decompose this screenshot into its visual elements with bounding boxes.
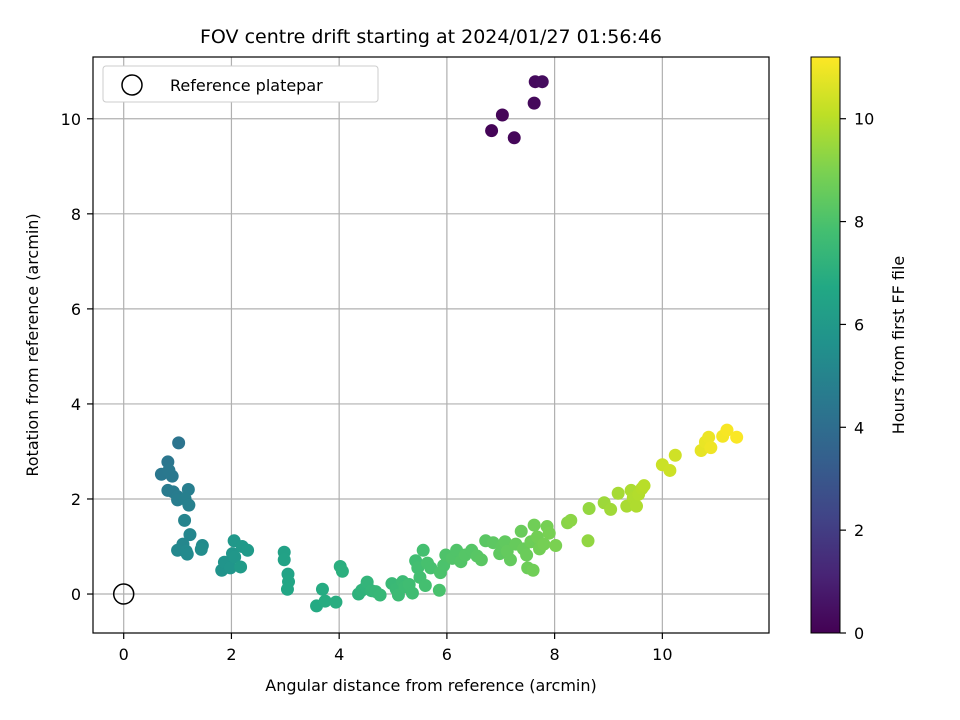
colorbar-tick-label: 6 xyxy=(854,315,864,334)
y-tick-label: 2 xyxy=(71,490,81,509)
data-point xyxy=(183,528,197,542)
data-point xyxy=(432,583,446,597)
data-point xyxy=(194,542,208,556)
data-point xyxy=(514,524,528,538)
data-point xyxy=(241,543,255,557)
y-tick-label: 0 xyxy=(71,585,81,604)
colorbar-label: Hours from first FF file xyxy=(889,256,908,435)
data-point xyxy=(564,513,578,527)
x-tick-label: 8 xyxy=(550,645,560,664)
x-tick-label: 4 xyxy=(334,645,344,664)
data-point xyxy=(277,553,291,567)
x-tick-label: 0 xyxy=(119,645,129,664)
y-tick-label: 4 xyxy=(71,395,81,414)
chart-title: FOV centre drift starting at 2024/01/27 … xyxy=(200,26,662,48)
y-axis-label: Rotation from reference (arcmin) xyxy=(23,213,42,476)
y-axis-ticks: 0 2 4 6 8 10 xyxy=(61,110,93,604)
data-point xyxy=(318,594,332,608)
data-point xyxy=(172,436,186,450)
colorbar-tick-label: 2 xyxy=(854,521,864,540)
grid-lines xyxy=(93,57,769,633)
data-point xyxy=(474,553,488,567)
data-point xyxy=(549,539,563,553)
data-point xyxy=(527,518,541,532)
colorbar-tick-label: 8 xyxy=(854,213,864,232)
y-tick-label: 8 xyxy=(71,205,81,224)
data-point xyxy=(182,498,196,512)
reference-platepar-marker xyxy=(112,583,135,605)
reference-marker-group xyxy=(112,583,135,605)
data-point xyxy=(527,96,541,110)
data-point xyxy=(280,582,294,596)
legend-label: Reference platepar xyxy=(170,76,323,95)
data-point xyxy=(611,486,625,500)
data-point xyxy=(668,448,682,462)
data-point xyxy=(418,578,432,592)
data-point xyxy=(581,534,595,548)
data-point xyxy=(730,430,744,444)
data-point xyxy=(178,513,192,527)
data-point xyxy=(373,588,387,602)
data-point xyxy=(537,537,551,551)
data-point xyxy=(542,526,556,540)
y-tick-label: 6 xyxy=(71,300,81,319)
data-point xyxy=(663,463,677,477)
data-point xyxy=(526,563,540,577)
plot-frame xyxy=(92,56,770,634)
colorbar xyxy=(810,56,841,634)
x-axis-ticks: 0 2 4 6 8 10 xyxy=(119,633,673,664)
data-point xyxy=(637,479,651,493)
data-point xyxy=(228,550,242,564)
data-point xyxy=(437,559,451,573)
data-point xyxy=(335,564,349,578)
x-tick-label: 10 xyxy=(652,645,672,664)
x-axis-label: Angular distance from reference (arcmin) xyxy=(265,676,596,695)
legend-marker xyxy=(121,74,143,96)
data-point xyxy=(424,561,438,575)
data-point xyxy=(629,499,643,513)
data-point xyxy=(704,441,718,455)
data-point xyxy=(315,582,329,596)
data-point xyxy=(234,560,248,574)
data-point xyxy=(485,124,499,138)
legend-box xyxy=(102,65,379,103)
data-point xyxy=(495,108,509,122)
colorbar-tick-label: 10 xyxy=(854,110,874,129)
data-point xyxy=(503,553,517,567)
data-point xyxy=(223,561,237,575)
legend: Reference platepar xyxy=(102,65,379,103)
colorbar-tick-label: 0 xyxy=(854,624,864,643)
x-tick-label: 2 xyxy=(226,645,236,664)
data-point xyxy=(329,595,343,609)
data-points xyxy=(154,75,744,613)
colorbar-tick-label: 4 xyxy=(854,418,864,437)
x-tick-label: 6 xyxy=(442,645,452,664)
data-point xyxy=(582,501,596,515)
data-point xyxy=(162,463,176,477)
data-point xyxy=(180,547,194,561)
data-point xyxy=(520,548,534,562)
data-point xyxy=(507,131,521,145)
data-point xyxy=(720,423,734,437)
colorbar-ticks: 0 2 4 6 8 10 xyxy=(840,110,874,643)
data-point xyxy=(405,586,419,600)
data-point xyxy=(604,502,618,516)
data-point xyxy=(416,543,430,557)
data-point xyxy=(535,75,549,89)
y-tick-label: 10 xyxy=(61,110,81,129)
data-point xyxy=(702,430,716,444)
